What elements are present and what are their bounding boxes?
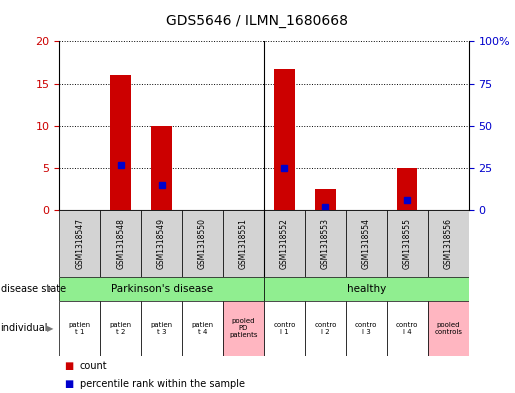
Bar xyxy=(315,189,336,210)
Bar xyxy=(59,277,264,301)
Text: count: count xyxy=(80,361,108,371)
Text: ■: ■ xyxy=(64,361,74,371)
Bar xyxy=(151,126,172,210)
Text: GSM1318553: GSM1318553 xyxy=(321,218,330,269)
Bar xyxy=(141,210,182,277)
Bar xyxy=(427,301,469,356)
Bar xyxy=(223,210,264,277)
Bar xyxy=(264,277,469,301)
Bar xyxy=(100,301,141,356)
Text: GSM1318554: GSM1318554 xyxy=(362,218,371,269)
Text: GSM1318548: GSM1318548 xyxy=(116,218,125,269)
Text: GDS5646 / ILMN_1680668: GDS5646 / ILMN_1680668 xyxy=(166,14,349,28)
Text: healthy: healthy xyxy=(347,284,386,294)
Bar xyxy=(264,210,305,277)
Bar xyxy=(100,210,141,277)
Text: disease state: disease state xyxy=(1,284,65,294)
Bar xyxy=(427,210,469,277)
Bar xyxy=(59,210,100,277)
Bar xyxy=(110,75,131,210)
Text: contro
l 2: contro l 2 xyxy=(314,321,336,335)
Text: pooled
PD
patients: pooled PD patients xyxy=(229,318,258,338)
Bar xyxy=(397,168,418,210)
Bar xyxy=(141,301,182,356)
Text: GSM1318552: GSM1318552 xyxy=(280,218,289,269)
Text: percentile rank within the sample: percentile rank within the sample xyxy=(80,379,245,389)
Text: GSM1318556: GSM1318556 xyxy=(444,218,453,269)
Bar xyxy=(346,210,387,277)
Text: Parkinson's disease: Parkinson's disease xyxy=(111,284,213,294)
Text: patien
t 4: patien t 4 xyxy=(192,321,214,335)
Text: ▶: ▶ xyxy=(47,324,53,332)
Bar xyxy=(387,301,427,356)
Bar xyxy=(59,301,100,356)
Bar xyxy=(346,301,387,356)
Text: GSM1318547: GSM1318547 xyxy=(75,218,84,269)
Text: pooled
controls: pooled controls xyxy=(434,321,462,335)
Text: ▶: ▶ xyxy=(47,285,53,293)
Bar xyxy=(182,210,223,277)
Text: GSM1318549: GSM1318549 xyxy=(157,218,166,269)
Text: contro
l 3: contro l 3 xyxy=(355,321,377,335)
Bar xyxy=(264,301,305,356)
Bar xyxy=(387,210,427,277)
Bar xyxy=(305,301,346,356)
Text: ■: ■ xyxy=(64,379,74,389)
Text: patien
t 3: patien t 3 xyxy=(150,321,173,335)
Text: patien
t 1: patien t 1 xyxy=(68,321,91,335)
Bar xyxy=(223,301,264,356)
Bar xyxy=(305,210,346,277)
Text: contro
l 4: contro l 4 xyxy=(396,321,418,335)
Text: contro
l 1: contro l 1 xyxy=(273,321,296,335)
Text: GSM1318551: GSM1318551 xyxy=(239,218,248,269)
Text: individual: individual xyxy=(1,323,48,333)
Bar xyxy=(274,69,295,210)
Text: patien
t 2: patien t 2 xyxy=(110,321,132,335)
Text: GSM1318550: GSM1318550 xyxy=(198,218,207,269)
Bar xyxy=(182,301,223,356)
Text: GSM1318555: GSM1318555 xyxy=(403,218,411,269)
